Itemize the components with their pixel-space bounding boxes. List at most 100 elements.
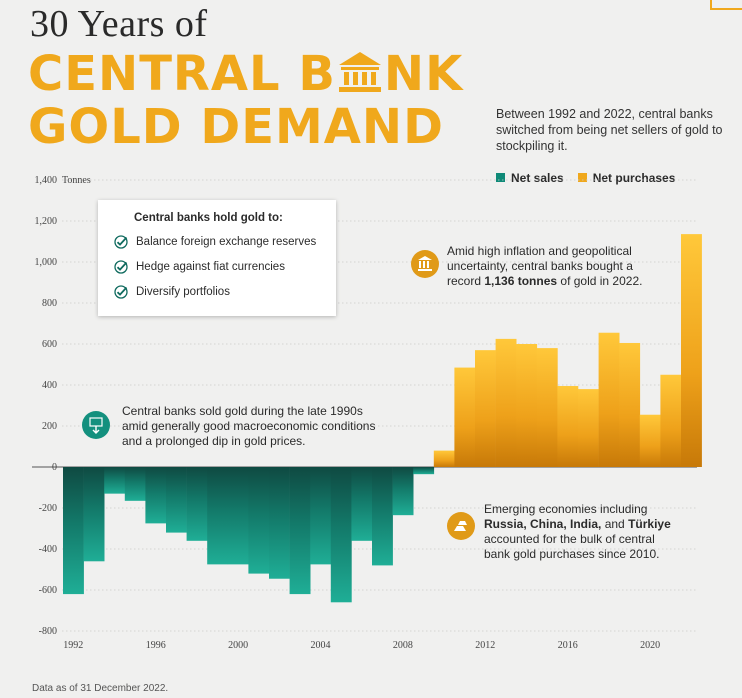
check-circle-icon	[114, 285, 128, 299]
corner-accent	[710, 0, 742, 10]
y-tick-label: 600	[42, 339, 57, 350]
y-tick-label: 200	[42, 421, 57, 432]
bar-2013	[495, 338, 517, 467]
bank-icon	[338, 52, 381, 92]
infobox-item-label: Hedge against fiat currencies	[136, 261, 285, 273]
emerging-and: and	[601, 517, 629, 531]
bar-1993	[83, 467, 105, 562]
bar-2006	[351, 467, 373, 541]
bar-2016	[557, 386, 579, 467]
bar-2009	[413, 467, 435, 475]
record-line-1: Amid high inflation and geopolitical	[447, 244, 632, 258]
x-tick-label: 2004	[311, 640, 331, 651]
bar-2005	[330, 467, 352, 603]
legend: Net sales Net purchases	[496, 171, 675, 185]
bank-circle-icon	[411, 250, 439, 278]
subtitle: Between 1992 and 2022, central banks swi…	[496, 107, 723, 153]
bar-1994	[104, 467, 126, 494]
bar-2002	[269, 467, 290, 579]
record-annotation: Amid high inflation and geopolitical unc…	[447, 244, 642, 289]
infobox-item-label: Diversify portfolios	[136, 286, 230, 298]
infobox-item: Diversify portfolios	[114, 285, 230, 299]
bar-2001	[248, 467, 270, 574]
bar-1999	[207, 467, 229, 565]
title-line-1: CENTRAL B NK	[28, 50, 463, 98]
bar-2014	[516, 344, 538, 467]
bar-2003	[289, 467, 311, 595]
sold-line-3: and a prolonged dip in gold prices.	[122, 434, 306, 448]
sold-line-1: Central banks sold gold during the late …	[122, 404, 363, 418]
x-tick-label: 2000	[228, 640, 248, 651]
bar-2008	[392, 467, 414, 516]
bar-1996	[145, 467, 167, 524]
bar-2019	[619, 342, 641, 467]
emerging-line-3: accounted for the bulk of central	[484, 532, 655, 546]
bar-1995	[124, 467, 146, 501]
sold-line-2: amid generally good macroeconomic condit…	[122, 419, 376, 433]
y-axis-title: Tonnes	[62, 175, 91, 186]
emerging-turkiye: Türkiye	[628, 517, 671, 531]
x-tick-label: 2008	[393, 640, 413, 651]
bar-2012	[475, 350, 496, 467]
teal-swatch-icon	[496, 173, 505, 182]
record-line-2: uncertainty, central banks bought a	[447, 259, 633, 273]
y-tick-label: 1,400	[35, 175, 58, 186]
bar-2020	[639, 414, 661, 467]
y-tick-label: -400	[39, 544, 57, 555]
bar-2015	[536, 348, 558, 467]
emerging-line-2: Russia, China, India, and Türkiye	[484, 517, 671, 532]
y-tick-label: 1,200	[35, 216, 58, 227]
y-tick-label: 800	[42, 298, 57, 309]
gold-swatch-icon	[577, 173, 587, 182]
infobox-heading: Central banks hold gold to:	[134, 212, 283, 224]
emerging-annotation: Emerging economies including Russia, Chi…	[484, 502, 671, 562]
y-tick-label: 1,000	[35, 257, 58, 268]
title-small: 30 Years of	[30, 3, 208, 45]
x-tick-label: 2020	[640, 640, 660, 651]
x-axis-labels: 1992 1996 2000 2004 2008 2012 2016 2020	[63, 640, 660, 651]
gold-bars-circle-icon	[447, 512, 475, 540]
infobox-item-label: Balance foreign exchange reserves	[136, 236, 317, 248]
y-tick-label: 0	[52, 462, 57, 473]
bar-1997	[166, 467, 187, 533]
x-tick-label: 1992	[63, 640, 83, 651]
legend-net-sales-label: Net sales	[511, 171, 564, 185]
infobox-item: Hedge against fiat currencies	[114, 260, 285, 274]
title-line-2: GOLD DEMAND	[28, 99, 444, 155]
bar-2022	[681, 234, 702, 467]
y-tick-label: -600	[39, 585, 57, 596]
check-circle-icon	[114, 235, 128, 249]
bar-2011	[454, 367, 476, 467]
y-axis-labels: 1,400 1,200 1,000 800 600 400 200 0 -200 -400 -600…	[35, 175, 58, 637]
bar-2021	[660, 374, 682, 467]
record-line-3a: record	[447, 274, 485, 288]
bar-2017	[578, 389, 599, 467]
y-tick-label: 400	[42, 380, 57, 391]
legend-net-purchases: Net purchases	[577, 171, 676, 185]
emerging-line-4: bank gold purchases since 2010.	[484, 547, 660, 561]
reasons-infobox: Central banks hold gold to: Balance fore…	[98, 200, 336, 316]
y-tick-label: -800	[39, 626, 57, 637]
title-line-1a: CENTRAL B	[28, 46, 336, 102]
sold-annotation: Central banks sold gold during the late …	[122, 404, 375, 449]
bars	[63, 234, 702, 603]
bar-2000	[227, 467, 249, 565]
x-tick-label: 1996	[146, 640, 166, 651]
record-tonnes: 1,136 tonnes	[484, 274, 558, 288]
legend-net-sales: Net sales	[496, 171, 564, 185]
emerging-countries: Russia, China, India,	[484, 517, 602, 531]
record-line-3: record 1,136 tonnes of gold in 2022.	[447, 274, 642, 289]
emerging-line-1: Emerging economies including	[484, 502, 648, 516]
bar-2004	[310, 467, 332, 565]
record-line-3b: of gold in 2022.	[557, 274, 643, 288]
infobox-item: Balance foreign exchange reserves	[114, 235, 316, 249]
y-tick-label: -200	[39, 503, 57, 514]
bar-1992	[63, 467, 84, 595]
x-tick-label: 2012	[475, 640, 495, 651]
title-line-1b: NK	[383, 46, 464, 102]
legend-net-purchases-label: Net purchases	[592, 171, 676, 185]
bar-2018	[598, 332, 620, 467]
bar-1998	[186, 467, 208, 541]
bar-2007	[372, 467, 393, 566]
